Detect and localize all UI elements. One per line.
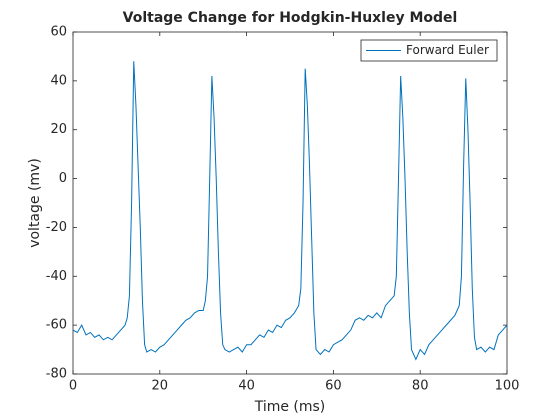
legend-label: Forward Euler bbox=[406, 43, 489, 57]
y-tick-label: 0 bbox=[59, 171, 67, 186]
data-line bbox=[72, 61, 508, 361]
y-axis-label: voltage (mv) bbox=[27, 158, 43, 248]
y-tick-label: 20 bbox=[50, 122, 67, 137]
y-tick-label: 40 bbox=[50, 73, 67, 88]
x-tick-label: 60 bbox=[325, 379, 342, 394]
x-axis-label: Time (ms) bbox=[254, 399, 326, 415]
y-tick-label: -20 bbox=[46, 220, 67, 235]
y-tick-label: 60 bbox=[50, 25, 67, 40]
x-tick-label: 100 bbox=[495, 379, 520, 394]
chart-title: Voltage Change for Hodgkin-Huxley Model bbox=[123, 10, 458, 26]
x-tick-label: 80 bbox=[412, 379, 429, 394]
x-tick-label: 40 bbox=[238, 379, 255, 394]
legend-box bbox=[360, 39, 498, 62]
y-tick-label: -40 bbox=[46, 269, 67, 284]
x-tick-label: 0 bbox=[69, 379, 77, 394]
axes-box bbox=[72, 31, 508, 375]
y-tick-label: -80 bbox=[46, 367, 67, 382]
y-tick-label: -60 bbox=[46, 318, 67, 333]
x-tick-label: 20 bbox=[152, 379, 169, 394]
